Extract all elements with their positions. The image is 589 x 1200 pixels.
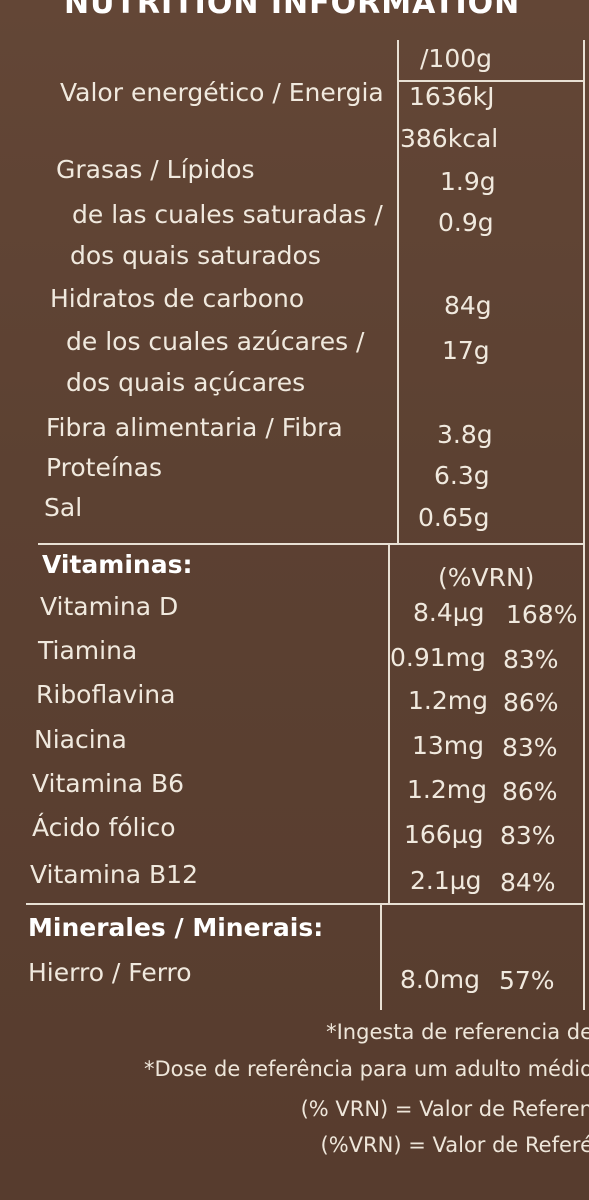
vitamin-value: 13mg	[412, 731, 485, 760]
mineral-label: Hierro / Ferro	[28, 958, 192, 987]
column-divider-left-lower	[388, 545, 390, 905]
vitamin-label: Vitamina B6	[32, 769, 185, 798]
nutrient-value: 0.9g	[438, 208, 494, 237]
vitamin-percent: 83%	[500, 821, 556, 850]
vitamin-label: Niacina	[34, 725, 127, 754]
per-100g-header: /100g	[420, 44, 493, 73]
vitamins-title: Vitaminas:	[42, 550, 193, 579]
column-divider-left	[397, 40, 399, 545]
nutrient-label: de las cuales saturadas /	[72, 200, 383, 229]
footnote: (%VRN) = Valor de Referé	[320, 1133, 589, 1157]
nutrient-label: Grasas / Lípidos	[56, 155, 255, 184]
nutrient-value: 3.8g	[437, 420, 493, 449]
vitamins-column-header: (%VRN)	[438, 563, 535, 592]
vitamin-percent: 86%	[502, 777, 558, 806]
nutrient-value: 386kcal	[400, 124, 499, 153]
vitamin-percent: 86%	[503, 688, 559, 717]
nutrient-label: de los cuales azúcares /	[66, 327, 365, 356]
nutrient-label: Valor energético / Energia	[60, 78, 384, 107]
vitamin-value: 1.2mg	[408, 686, 488, 715]
footnote: *Ingesta de referencia de	[326, 1020, 589, 1044]
minerals-title: Minerales / Minerais:	[28, 913, 324, 942]
vitamin-value: 8.4µg	[413, 598, 485, 627]
vitamin-value: 0.91mg	[390, 643, 486, 672]
vitamin-value: 166µg	[404, 820, 484, 849]
vitamin-value: 2.1µg	[410, 866, 482, 895]
vitamin-label: Vitamina D	[40, 592, 179, 621]
header-rule	[398, 80, 585, 82]
column-divider-left-bottom	[380, 905, 382, 1010]
vitamin-value: 1.2mg	[407, 775, 487, 804]
vitamin-percent: 168%	[506, 600, 578, 629]
nutrient-label: Hidratos de carbono	[50, 284, 305, 313]
vitamin-label: Vitamina B12	[30, 860, 198, 889]
table-heading: NUTRITION INFORMATION	[64, 0, 521, 21]
vitamin-label: Riboflavina	[36, 680, 176, 709]
vitamins-rule	[38, 543, 585, 545]
nutrient-value: 0.65g	[418, 503, 490, 532]
vitamin-label: Ácido fólico	[32, 813, 176, 842]
nutrient-value: 17g	[442, 336, 490, 365]
vitamin-percent: 83%	[503, 645, 559, 674]
nutrient-value: 6.3g	[434, 461, 490, 490]
footnote: *Dose de referência para um adulto médio	[143, 1057, 589, 1081]
nutrient-label: Proteínas	[46, 453, 162, 482]
vitamin-percent: 83%	[502, 733, 558, 762]
nutrient-label: Sal	[44, 493, 83, 522]
nutrient-label: dos quais açúcares	[66, 368, 306, 397]
table-right-border	[583, 40, 585, 1010]
mineral-percent: 57%	[499, 966, 555, 995]
vitamin-label: Tiamina	[38, 636, 138, 665]
nutrient-value: 84g	[444, 291, 492, 320]
minerals-rule	[26, 903, 585, 905]
nutrient-value: 1.9g	[440, 167, 496, 196]
nutrient-label: dos quais saturados	[70, 241, 321, 270]
vitamin-percent: 84%	[500, 868, 556, 897]
nutrient-value: 1636kJ	[409, 82, 495, 111]
nutrient-label: Fibra alimentaria / Fibra	[46, 413, 343, 442]
footnote: (% VRN) = Valor de Referen	[300, 1097, 589, 1121]
mineral-value: 8.0mg	[400, 965, 480, 994]
